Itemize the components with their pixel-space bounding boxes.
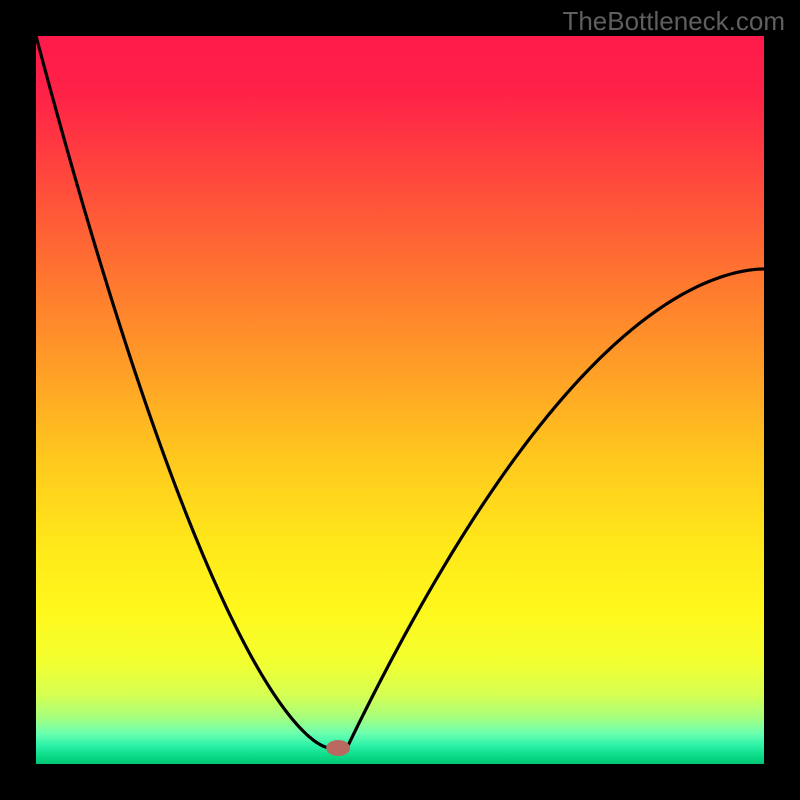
watermark-label: TheBottleneck.com — [562, 6, 785, 37]
chart-frame: TheBottleneck.com — [0, 0, 800, 800]
optimal-point-marker — [326, 740, 350, 756]
plot-area — [36, 36, 764, 764]
chart-svg — [36, 36, 764, 764]
